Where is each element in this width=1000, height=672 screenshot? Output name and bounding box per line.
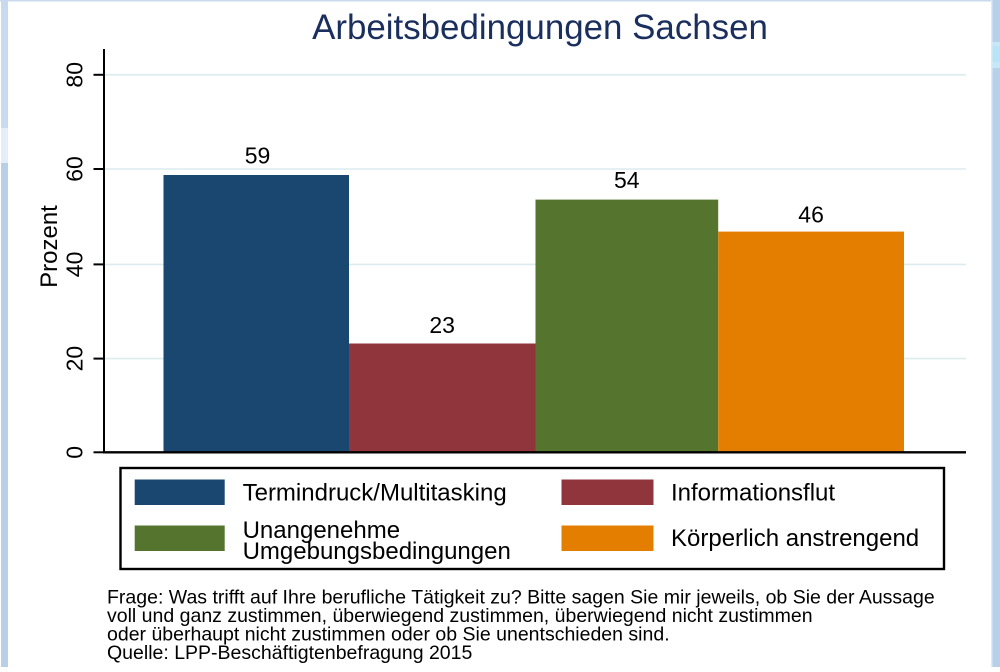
svg-text:Prozent: Prozent [36, 205, 63, 288]
svg-text:54: 54 [614, 167, 640, 193]
svg-text:60: 60 [62, 156, 88, 182]
svg-text:Informationsflut: Informationsflut [671, 479, 835, 506]
svg-text:Umgebungsbedingungen: Umgebungsbedingungen [243, 538, 511, 565]
svg-text:59: 59 [245, 142, 271, 168]
svg-text:Frage: Was trifft auf Ihre ber: Frage: Was trifft auf Ihre berufliche Tä… [107, 587, 935, 609]
svg-text:voll und ganz zustimmen, überw: voll und ganz zustimmen, überwiegend zus… [107, 605, 813, 627]
svg-text:Arbeitsbedingungen Sachsen: Arbeitsbedingungen Sachsen [312, 8, 768, 47]
svg-text:oder überhaupt nicht zustimmen: oder überhaupt nicht zustimmen oder ob S… [107, 624, 670, 646]
svg-text:23: 23 [429, 312, 455, 338]
svg-text:Termindruck/Multitasking: Termindruck/Multitasking [243, 479, 507, 506]
svg-text:Körperlich anstrengend: Körperlich anstrengend [671, 525, 919, 552]
svg-text:Quelle: LPP-Beschäftigtenbefra: Quelle: LPP-Beschäftigtenbefragung 2015 [107, 642, 472, 664]
svg-text:46: 46 [798, 202, 824, 228]
svg-text:20: 20 [62, 346, 88, 372]
svg-text:0: 0 [62, 446, 88, 459]
svg-text:80: 80 [62, 62, 88, 88]
svg-text:Unangenehme: Unangenehme [243, 517, 400, 544]
svg-text:40: 40 [62, 252, 88, 278]
